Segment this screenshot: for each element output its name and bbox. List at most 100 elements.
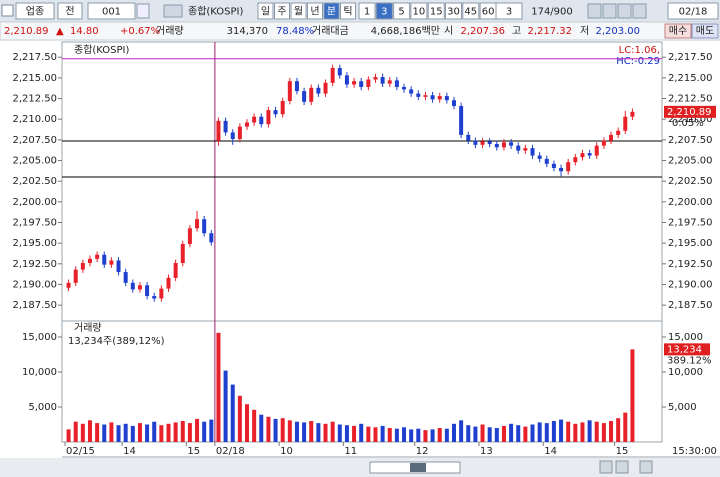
tool-icon[interactable] [587,3,602,19]
high-label: 고 [512,26,521,37]
candle-body [202,219,207,234]
volume-bar [423,430,428,442]
volume-bar [409,429,414,442]
tool-icon[interactable] [632,3,647,19]
candle-body [551,163,556,168]
zoom-in[interactable] [599,460,613,474]
volume-bar [380,425,385,442]
candle-body [623,116,628,131]
candle-body [209,233,214,243]
zoom-out[interactable] [615,460,629,474]
volume: 314,370 [227,26,268,37]
period-button-label: 주 [277,7,286,18]
candle-body [573,157,578,163]
interval-button[interactable] [445,2,462,20]
tool-icon[interactable] [602,3,617,19]
candle-body [302,91,307,102]
interval-button-label: 15 [430,7,443,18]
count-select-label: 3 [506,7,512,18]
volume-bar [145,424,150,442]
period-button[interactable] [340,2,356,20]
high: 2,217.32 [527,26,572,37]
volume-bar [245,404,250,442]
volume-bar [116,425,121,442]
date-input[interactable] [667,2,719,20]
volume-bar [66,429,71,442]
price: 2,210.89 [4,26,49,37]
scroll-thumb[interactable] [410,463,426,472]
candle-body [266,110,271,125]
y-tick-label: 2,187.50 [12,300,57,311]
interval-button-label: 30 [447,7,460,18]
period-button[interactable] [257,2,274,20]
last-volume-tag [664,343,710,356]
count-select[interactable] [495,2,523,20]
interval-button[interactable] [410,2,428,20]
candle-body [487,141,492,144]
open: 2,207.36 [460,26,505,37]
candle-body [480,141,485,145]
y-tick-label: 2,205.00 [12,156,57,167]
volume-bar [416,428,421,442]
settings[interactable] [639,460,653,474]
price-title: 종합(KOSPI) [74,44,130,56]
annotation-lc: LC:1.06, [619,45,660,56]
code-input[interactable] [87,2,136,20]
interval-button[interactable] [358,2,376,20]
y-tick-label: 5,000 [28,402,57,413]
candle-body [102,254,107,265]
candle-body [430,95,435,100]
volume-bar [501,425,506,442]
volume-bar [451,423,456,442]
volume-bar [459,420,464,442]
candle-body [230,132,235,140]
interval-button[interactable] [427,2,445,20]
market-select[interactable] [15,2,55,20]
volume-bar [87,420,92,442]
low: 2,203.00 [595,26,640,37]
candle-body [159,288,164,299]
candle-body [87,258,92,263]
candle-body [509,142,514,146]
volume-bar [544,423,549,442]
market-select-label: 업종 [26,5,44,18]
sell-label: 매도 [696,25,714,37]
candle-body [609,134,614,141]
sell-button[interactable] [691,23,719,39]
volume-bar [109,422,114,442]
sound-icon[interactable] [163,4,183,18]
volume-subtitle: 13,234주(389,12%) [68,336,165,347]
scope-select-label: 전 [65,6,74,18]
candle-body [180,243,185,263]
volume-bar [309,421,314,442]
candle-body [373,77,378,80]
candle-body [580,153,585,158]
period-button-label: 틱 [343,6,352,18]
period-button[interactable] [290,2,307,20]
time-label: 15:30:00 [672,446,717,457]
search-button[interactable] [136,3,150,19]
period-button[interactable] [307,2,323,20]
checkbox[interactable] [1,4,14,17]
change-sign: ▲ [56,26,64,37]
open-label: 시 [444,25,453,37]
volume-bar [551,421,556,442]
period-button[interactable] [323,2,340,20]
volume-bar [352,425,357,442]
volume-bar [80,423,85,442]
interval-button[interactable] [462,2,480,20]
volume-bar [137,423,142,442]
buy-button[interactable] [664,23,692,39]
volume-bar [623,412,628,442]
period-button[interactable] [274,2,290,20]
y-tick-label: 2,202.50 [12,176,57,187]
interval-button[interactable] [393,2,411,20]
volume-bar [480,424,485,442]
volume-bar [273,418,278,442]
scope-select[interactable] [57,2,83,20]
interval-button[interactable] [375,2,393,20]
volume-ratio: 78.48% [276,26,314,37]
tool-icon[interactable] [617,3,632,19]
volume-bar [387,428,392,442]
